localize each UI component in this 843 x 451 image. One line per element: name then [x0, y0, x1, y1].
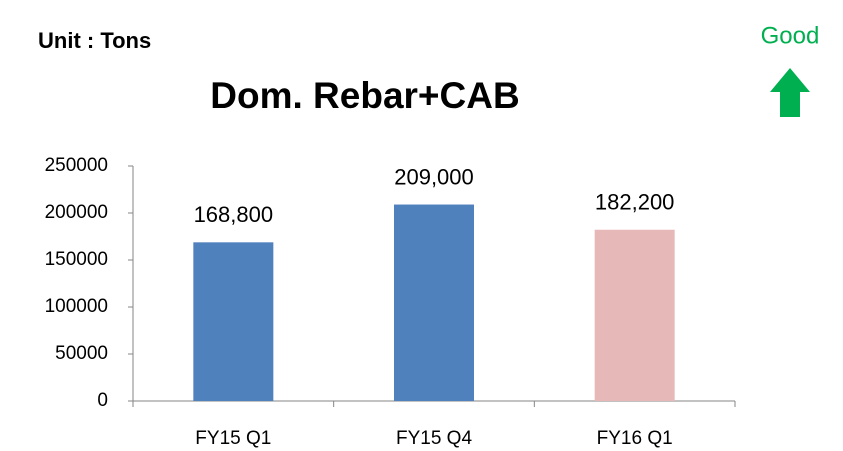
value-label: 168,800: [194, 202, 274, 227]
y-tick-label: 0: [97, 390, 108, 411]
y-tick-label: 200000: [45, 202, 108, 223]
y-tick-label: 250000: [45, 155, 108, 176]
annotation: Good: [761, 22, 820, 49]
good-arrow: [770, 68, 810, 117]
x-tick-label: FY16 Q1: [597, 428, 673, 449]
x-tick-label: FY15 Q1: [195, 428, 271, 449]
y-tick-label: 50000: [55, 343, 108, 364]
bar: [594, 229, 675, 401]
unit-label: Unit : Tons: [38, 28, 151, 53]
value-label: 182,200: [595, 190, 675, 215]
bar: [394, 204, 474, 401]
value-label: 209,000: [394, 164, 474, 189]
chart-title: Dom. Rebar+CAB: [210, 75, 519, 116]
x-tick-label: FY15 Q4: [396, 428, 472, 449]
y-tick-label: 150000: [45, 249, 108, 270]
bar: [193, 242, 274, 401]
y-tick-label: 100000: [45, 296, 108, 317]
